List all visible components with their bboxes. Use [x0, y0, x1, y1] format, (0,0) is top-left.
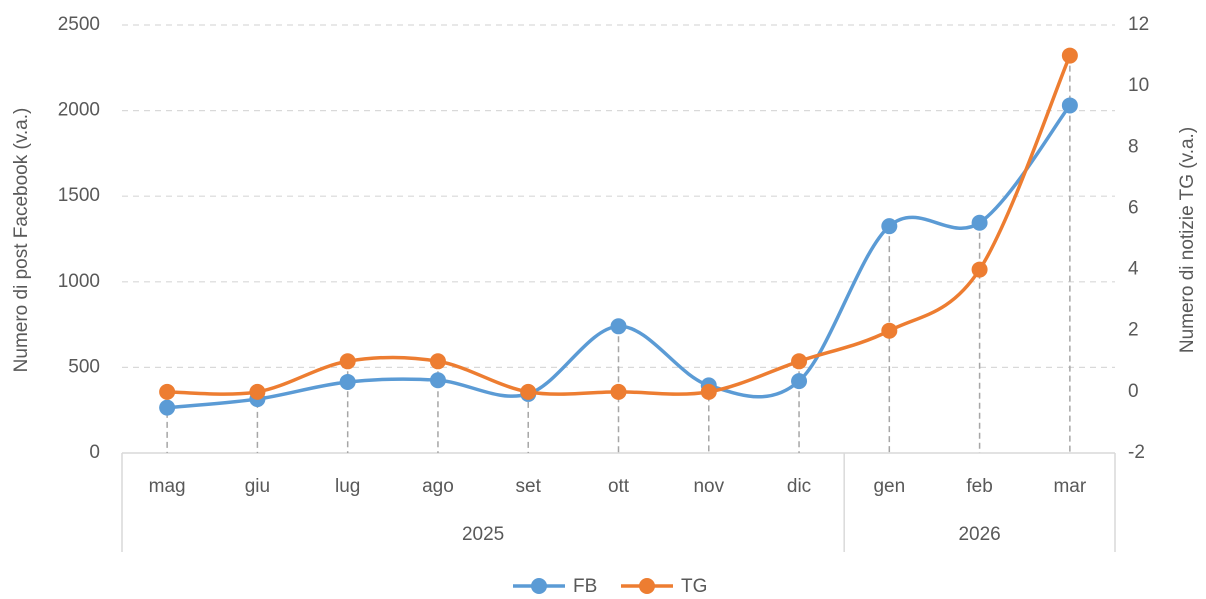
x-tick-label: mag [149, 476, 186, 497]
y-tick-label: 1000 [58, 271, 100, 292]
data-point [1061, 47, 1078, 64]
group-label: 2025 [462, 524, 504, 545]
data-point [610, 318, 627, 335]
data-point [971, 214, 988, 231]
data-point [429, 372, 446, 389]
y-tick-label: 500 [68, 356, 100, 377]
y2-tick-label: 6 [1128, 197, 1139, 218]
data-point [791, 373, 808, 390]
y-tick-label: 2500 [58, 14, 100, 35]
data-point [610, 383, 627, 400]
legend-label: TG [681, 576, 707, 597]
data-point [881, 322, 898, 339]
data-point [700, 383, 717, 400]
legend-label: FB [573, 576, 597, 597]
data-point [971, 261, 988, 278]
data-point [159, 399, 176, 416]
legend-marker [531, 578, 547, 594]
group-label: 2026 [958, 524, 1000, 545]
data-point [249, 383, 266, 400]
x-tick-label: feb [966, 476, 992, 497]
data-point [520, 383, 537, 400]
x-tick-label: set [516, 476, 542, 497]
data-point [881, 218, 898, 235]
y2-axis-label: Numero di notizie TG (v.a.) [1177, 127, 1198, 353]
y2-tick-label: 12 [1128, 14, 1149, 35]
y-tick-label: 0 [89, 442, 100, 463]
x-tick-label: lug [335, 476, 360, 497]
data-point [1061, 97, 1078, 114]
x-tick-label: giu [245, 476, 270, 497]
y2-tick-label: 10 [1128, 75, 1149, 96]
y2-tick-label: 8 [1128, 136, 1139, 157]
y2-tick-label: 0 [1128, 381, 1139, 402]
x-tick-label: ott [608, 476, 630, 497]
x-tick-label: mar [1053, 476, 1086, 497]
x-tick-label: gen [873, 476, 905, 497]
data-point [429, 353, 446, 370]
y-tick-label: 1500 [58, 185, 100, 206]
x-tick-label: ago [422, 476, 454, 497]
data-point [791, 353, 808, 370]
y2-tick-label: -2 [1128, 442, 1145, 463]
data-point [159, 383, 176, 400]
x-tick-label: dic [787, 476, 811, 497]
data-point [339, 353, 356, 370]
series-line [167, 54, 1072, 396]
y2-tick-label: 2 [1128, 320, 1139, 341]
y-axis-label: Numero di post Facebook (v.a.) [11, 108, 32, 373]
data-point [339, 373, 356, 390]
y2-tick-label: 4 [1128, 259, 1139, 280]
x-tick-label: nov [693, 476, 724, 497]
legend-marker [639, 578, 655, 594]
y-tick-label: 2000 [58, 100, 100, 121]
